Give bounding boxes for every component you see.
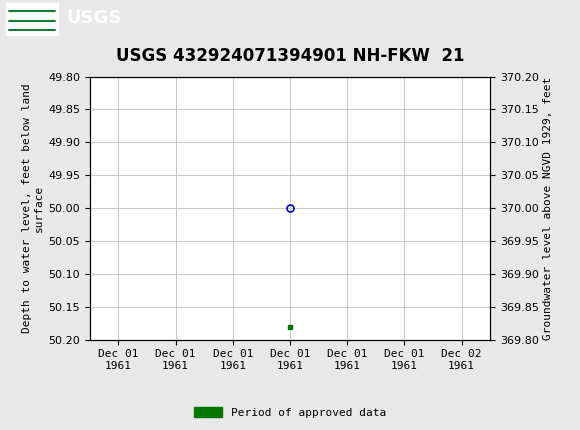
Y-axis label: Groundwater level above NGVD 1929, feet: Groundwater level above NGVD 1929, feet <box>543 77 553 340</box>
Y-axis label: Depth to water level, feet below land
surface: Depth to water level, feet below land su… <box>23 83 44 333</box>
Text: USGS 432924071394901 NH-FKW  21: USGS 432924071394901 NH-FKW 21 <box>116 47 464 65</box>
Legend: Period of approved data: Period of approved data <box>190 403 390 422</box>
Text: USGS: USGS <box>67 9 122 27</box>
Bar <box>6 3 58 35</box>
